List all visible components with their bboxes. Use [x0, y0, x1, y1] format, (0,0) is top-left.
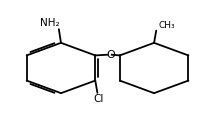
Text: CH₃: CH₃ [158, 21, 175, 30]
Text: O: O [106, 50, 115, 60]
Text: Cl: Cl [93, 94, 104, 104]
Text: NH₂: NH₂ [40, 18, 60, 28]
